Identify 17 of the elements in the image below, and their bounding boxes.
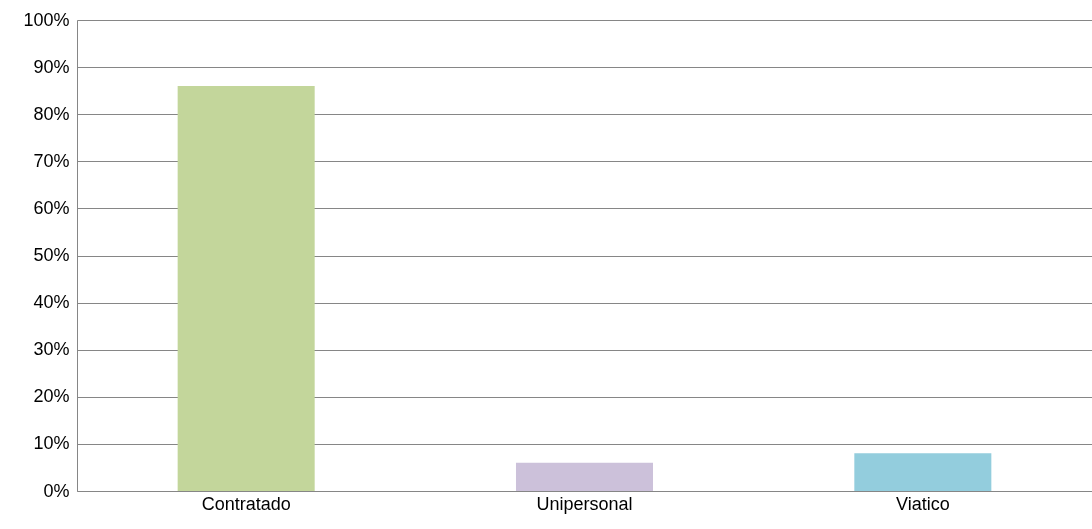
y-tick-label: 30% <box>33 339 70 360</box>
y-tick-label: 40% <box>33 292 70 313</box>
y-tick-label: 70% <box>33 150 70 171</box>
y-tick-label: 60% <box>33 197 70 218</box>
y-tick-label: 20% <box>33 386 70 407</box>
bar <box>177 85 315 491</box>
y-tick-label: 80% <box>33 103 70 124</box>
bar <box>515 462 654 491</box>
x-tick-label: Contratado <box>201 493 291 514</box>
x-tick-label: Viatico <box>895 493 950 514</box>
y-tick-label: 50% <box>33 245 70 265</box>
y-tick-label: 10% <box>33 433 70 454</box>
bar <box>854 453 992 491</box>
y-tick-label: 100% <box>23 9 70 30</box>
y-tick-label: 90% <box>33 56 70 77</box>
y-tick-label: 0% <box>43 480 70 501</box>
x-tick-label: Unipersonal <box>536 493 633 514</box>
